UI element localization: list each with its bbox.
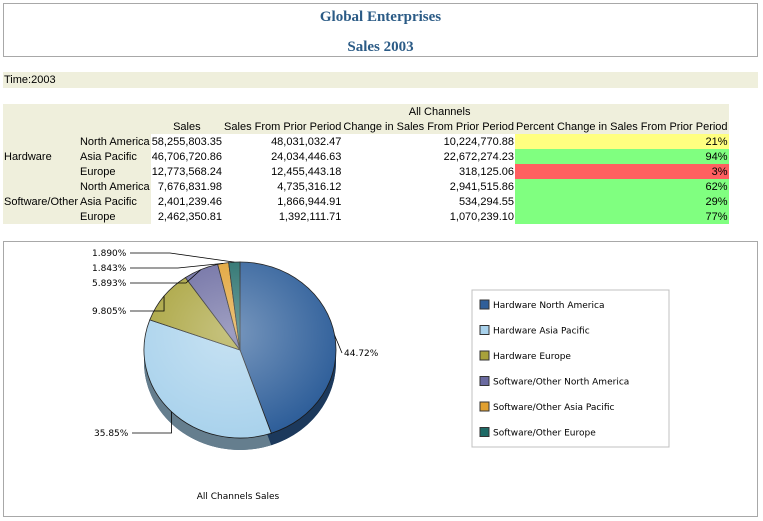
cell-pct: 62% — [515, 179, 729, 194]
slice-label: 35.85% — [94, 429, 129, 439]
slice-label: 1.890% — [92, 249, 127, 259]
chart-title: All Channels Sales — [197, 492, 280, 502]
pie-highlight — [144, 262, 336, 438]
cell-change: 318,125.06 — [342, 164, 515, 179]
row-group-hardware: Hardware — [3, 134, 79, 179]
legend-swatch — [479, 401, 490, 412]
page-item-label: Time:2003 — [4, 74, 56, 86]
cell-sales: 58,255,803.35 — [150, 134, 224, 149]
page-item-bar: Time:2003 — [3, 72, 758, 88]
row-header-region: Europe — [78, 209, 151, 224]
cell-sales: 12,773,568.24 — [150, 164, 224, 179]
cell-change: 1,070,239.10 — [342, 209, 515, 224]
column-header-sales: Sales — [150, 119, 224, 134]
row-header-region: Europe — [78, 164, 151, 179]
cell-pct: 29% — [515, 194, 729, 209]
legend-label: Software/Other Europe — [493, 429, 596, 439]
column-header-change: Change in Sales From Prior Period — [342, 119, 515, 134]
table-row: Europe 12,773,568.24 12,455,443.18 318,1… — [3, 164, 729, 179]
slice-leader-line — [130, 269, 202, 284]
cell-pct: 94% — [515, 149, 729, 164]
column-header-prior: Sales From Prior Period — [223, 119, 343, 134]
cell-sales: 7,676,831.98 — [150, 179, 224, 194]
legend-swatch — [479, 350, 490, 361]
column-group-header: All Channels — [150, 104, 729, 119]
row-header-region: North America — [78, 179, 151, 194]
cell-sales: 2,401,239.46 — [150, 194, 224, 209]
slice-leader-line — [130, 262, 224, 269]
cell-prior: 4,735,316.12 — [223, 179, 343, 194]
slice-leader-line — [130, 252, 235, 263]
chart-legend: Hardware North America Hardware Asia Paci… — [471, 289, 670, 448]
table-row: Asia Pacific 46,706,720.86 24,034,446.63… — [3, 149, 729, 164]
pie-chart-panel: 44.72% 35.85% 9.805% 5.893% 1.843% 1.890% Har… — [3, 241, 758, 517]
row-header-region: Asia Pacific — [78, 194, 151, 209]
report-subtitle: Sales 2003 — [347, 39, 414, 55]
slice-label: 9.805% — [92, 307, 127, 317]
cell-prior: 1,866,944.91 — [223, 194, 343, 209]
legend-swatch — [479, 427, 490, 437]
cell-prior: 1,392,111.71 — [223, 209, 343, 224]
legend-label: Hardware Asia Pacific — [493, 327, 590, 337]
legend-label: Hardware Europe — [493, 352, 571, 362]
cell-sales: 2,462,350.81 — [150, 209, 224, 224]
pie-chart: 44.72% 35.85% 9.805% 5.893% 1.843% 1.890% Har… — [92, 249, 670, 502]
report-title: Global Enterprises — [319, 9, 442, 25]
slice-leader-line — [132, 411, 172, 434]
table-row: Hardware North America 58,255,803.35 48,… — [3, 134, 729, 179]
cell-pct: 77% — [515, 209, 729, 224]
cell-change: 10,224,770.88 — [342, 134, 515, 149]
table-row: Asia Pacific 2,401,239.46 1,866,944.91 5… — [3, 194, 729, 209]
legend-label: Software/Other North America — [493, 378, 629, 388]
legend-label: Software/Other Asia Pacific — [493, 403, 614, 413]
row-group-software: Software/Other — [3, 179, 79, 224]
cell-sales: 46,706,720.86 — [150, 149, 224, 164]
cell-pct: 3% — [515, 164, 729, 179]
table-row: Software/Other North America 7,676,831.9… — [3, 179, 729, 224]
legend-swatch — [479, 325, 490, 335]
slice-label: 5.893% — [92, 279, 127, 289]
cell-change: 2,941,515.86 — [342, 179, 515, 194]
slice-leader-line — [130, 296, 165, 312]
legend-swatch — [479, 299, 490, 310]
row-header-region: North America — [78, 134, 151, 149]
slice-label: 1.843% — [92, 264, 127, 274]
cell-prior: 24,034,446.63 — [223, 149, 343, 164]
column-header-pct: Percent Change in Sales From Prior Perio… — [515, 119, 729, 134]
row-header-region: Asia Pacific — [78, 149, 151, 164]
slice-leader-line — [334, 335, 343, 354]
table-row: Europe 2,462,350.81 1,392,111.71 1,070,2… — [3, 209, 729, 224]
cell-change: 534,294.55 — [342, 194, 515, 209]
report-header: Global Enterprises Sales 2003 — [3, 3, 758, 57]
cell-prior: 12,455,443.18 — [223, 164, 343, 179]
crosstab-table: All Channels Sales Sales From Prior Peri… — [3, 104, 729, 224]
legend-label: Hardware North America — [493, 301, 604, 311]
cell-pct: 21% — [515, 134, 729, 149]
legend-swatch — [479, 376, 490, 386]
crosstab-corner — [3, 104, 151, 134]
cell-change: 22,672,274.23 — [342, 149, 515, 164]
cell-prior: 48,031,032.47 — [223, 134, 343, 149]
slice-label: 44.72% — [344, 349, 379, 359]
